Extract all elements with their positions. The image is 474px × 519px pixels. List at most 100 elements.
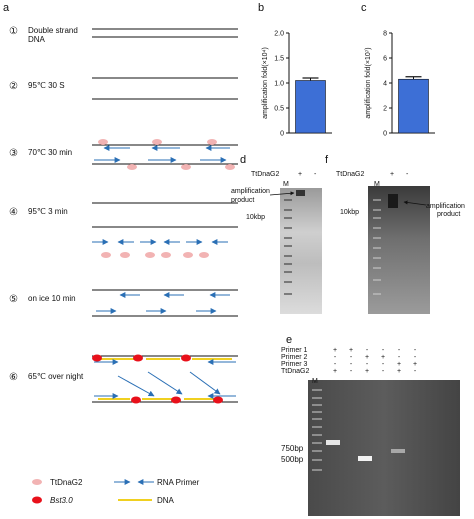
gel-e-sign: + [381,354,385,361]
gel-f-annotation-2: product [437,211,460,218]
y-axis-label: amplification fold(×10⁴) [262,47,269,119]
rna-primer-arrows-step5 [96,292,230,314]
legend-bst-label: Bst3.0 [50,496,73,505]
y-tick-label: 8 [383,31,387,38]
gel-e-sign: - [398,354,401,361]
gel-d-ladder [284,199,292,295]
gel-e-sign: - [366,347,369,354]
step-6-label: 65℃ over night [28,372,84,381]
y-tick-label: 4 [383,81,387,88]
gel-f-header: TtDnaG2 [336,171,365,178]
gel-f-marker: M [374,181,380,188]
step-4-label: 95℃ 3 min [28,207,68,216]
gel-e-sign: + [365,354,369,361]
gel-e-row-label: TtDnaG2 [281,368,310,375]
schematic-panel-a: ① Double strand DNA ② 95℃ 30 S ③ 70℃ 30 … [9,26,238,505]
gel-e-sign: - [350,354,353,361]
gel-f-annotation-arrow [403,200,427,206]
dna-yellow-step6 [98,358,232,400]
gel-e-row-label: Primer 2 [281,354,308,361]
gel-d-annotation-1: amplification [231,188,270,195]
gel-f-ladder [373,199,381,295]
gel-panel-e: 750bp 500bp M Primer 1 + + - - - -Primer 2- - + +… [281,347,460,516]
panel-label-c: c [361,2,367,14]
gel-e-sign: - [366,361,369,368]
gel-d-size-label: 10kbp [246,214,265,221]
step-1-number: ① [9,26,18,37]
panel-label-f: f [325,154,329,166]
legend-ttdnag2-label: TtDnaG2 [50,478,83,487]
y-tick-label: 1.0 [274,81,284,88]
gel-e-sign: + [349,347,353,354]
gel-f-product-band [388,194,398,208]
gel-panel-f: TtDnaG2 + - M amplification product 10kb… [336,171,465,314]
gel-e-row-label: Primer 1 [281,347,308,354]
y-tick-label: 0.5 [274,106,284,113]
step-2-label: 95℃ 30 S [28,81,65,90]
gel-e-sign: + [333,347,337,354]
gel-e-sign: - [334,354,337,361]
gel-e-sign: + [333,368,337,375]
gel-d-annotation-arrow [269,191,295,196]
gel-f-size-label: 10kbp [340,209,359,216]
gel-f-annotation-1: amplification [426,203,465,210]
legend-dna-label: DNA [157,496,175,505]
y-tick-label: 1.5 [274,56,284,63]
gel-f-minus: - [406,171,409,178]
step-5-number: ⑤ [9,294,18,305]
gel-e-size-500: 500bp [281,455,304,464]
legend-rna-primer-label: RNA Primer [157,478,200,487]
gel-e-row-label: Primer 3 [281,361,308,368]
gel-f-image [368,186,430,314]
step-2-number: ② [9,81,18,92]
gel-e-sign: - [350,361,353,368]
gel-e-sign: + [365,368,369,375]
y-axis-label: amplification fold(×10⁷) [365,47,372,118]
gel-e-sign: + [397,368,401,375]
gel-d-product-band [296,190,305,196]
bar [295,80,326,134]
gel-panel-d: TtDnaG2 + - M amplification product 10kb… [231,171,322,314]
gel-e-image [308,380,460,516]
panel-label-d: d [240,154,246,166]
ttdnag2-ovals-step3 [98,139,235,170]
step-1-label-2: DNA [28,35,46,44]
gel-e-sign: - [414,354,417,361]
gel-d-plus: + [298,171,302,178]
rna-primer-arrows-step3 [94,145,230,163]
gel-e-size-750: 750bp [281,444,304,453]
ttdnag2-ovals-step4 [101,252,209,258]
gel-e-ladder [312,389,322,471]
gel-d-image [280,188,322,314]
bar [398,78,429,134]
y-tick-label: 2 [383,106,387,113]
step-5-label: on ice 10 min [28,294,76,303]
gel-f-plus: + [390,171,394,178]
rna-primer-arrows-step6 [94,359,236,399]
legend: TtDnaG2 RNA Primer Bst3.0 DNA [32,478,200,505]
gel-e-sign: - [398,347,401,354]
y-tick-label: 0 [383,131,387,138]
gel-e-sign: - [382,361,385,368]
panel-label-a: a [3,2,10,14]
panel-label-e: e [286,334,292,346]
legend-ttdnag2-swatch [32,479,42,485]
gel-e-sign: - [334,361,337,368]
gel-d-header: TtDnaG2 [251,171,280,178]
gel-d-minus: - [314,171,317,178]
gel-e-sign: - [350,368,353,375]
gel-e-marker: M [312,378,318,385]
gel-e-band-faint [391,449,405,453]
y-tick-label: 0 [280,131,284,138]
bar-chart-c: 0 2 4 6 8 amplification fold(×10⁷) [365,31,435,138]
bar-chart-b: 0 0.5 1.0 1.5 2.0 amplification fold(×10⁴) [262,31,332,138]
step-3-number: ③ [9,148,18,159]
y-tick-label: 2.0 [274,31,284,38]
gel-e-sign: + [397,361,401,368]
gel-e-band-500 [358,456,372,461]
bst-polymerase-ovals-step6 [92,354,223,404]
step-4-number: ④ [9,207,18,218]
step-6-number: ⑥ [9,372,18,383]
y-tick-label: 6 [383,56,387,63]
